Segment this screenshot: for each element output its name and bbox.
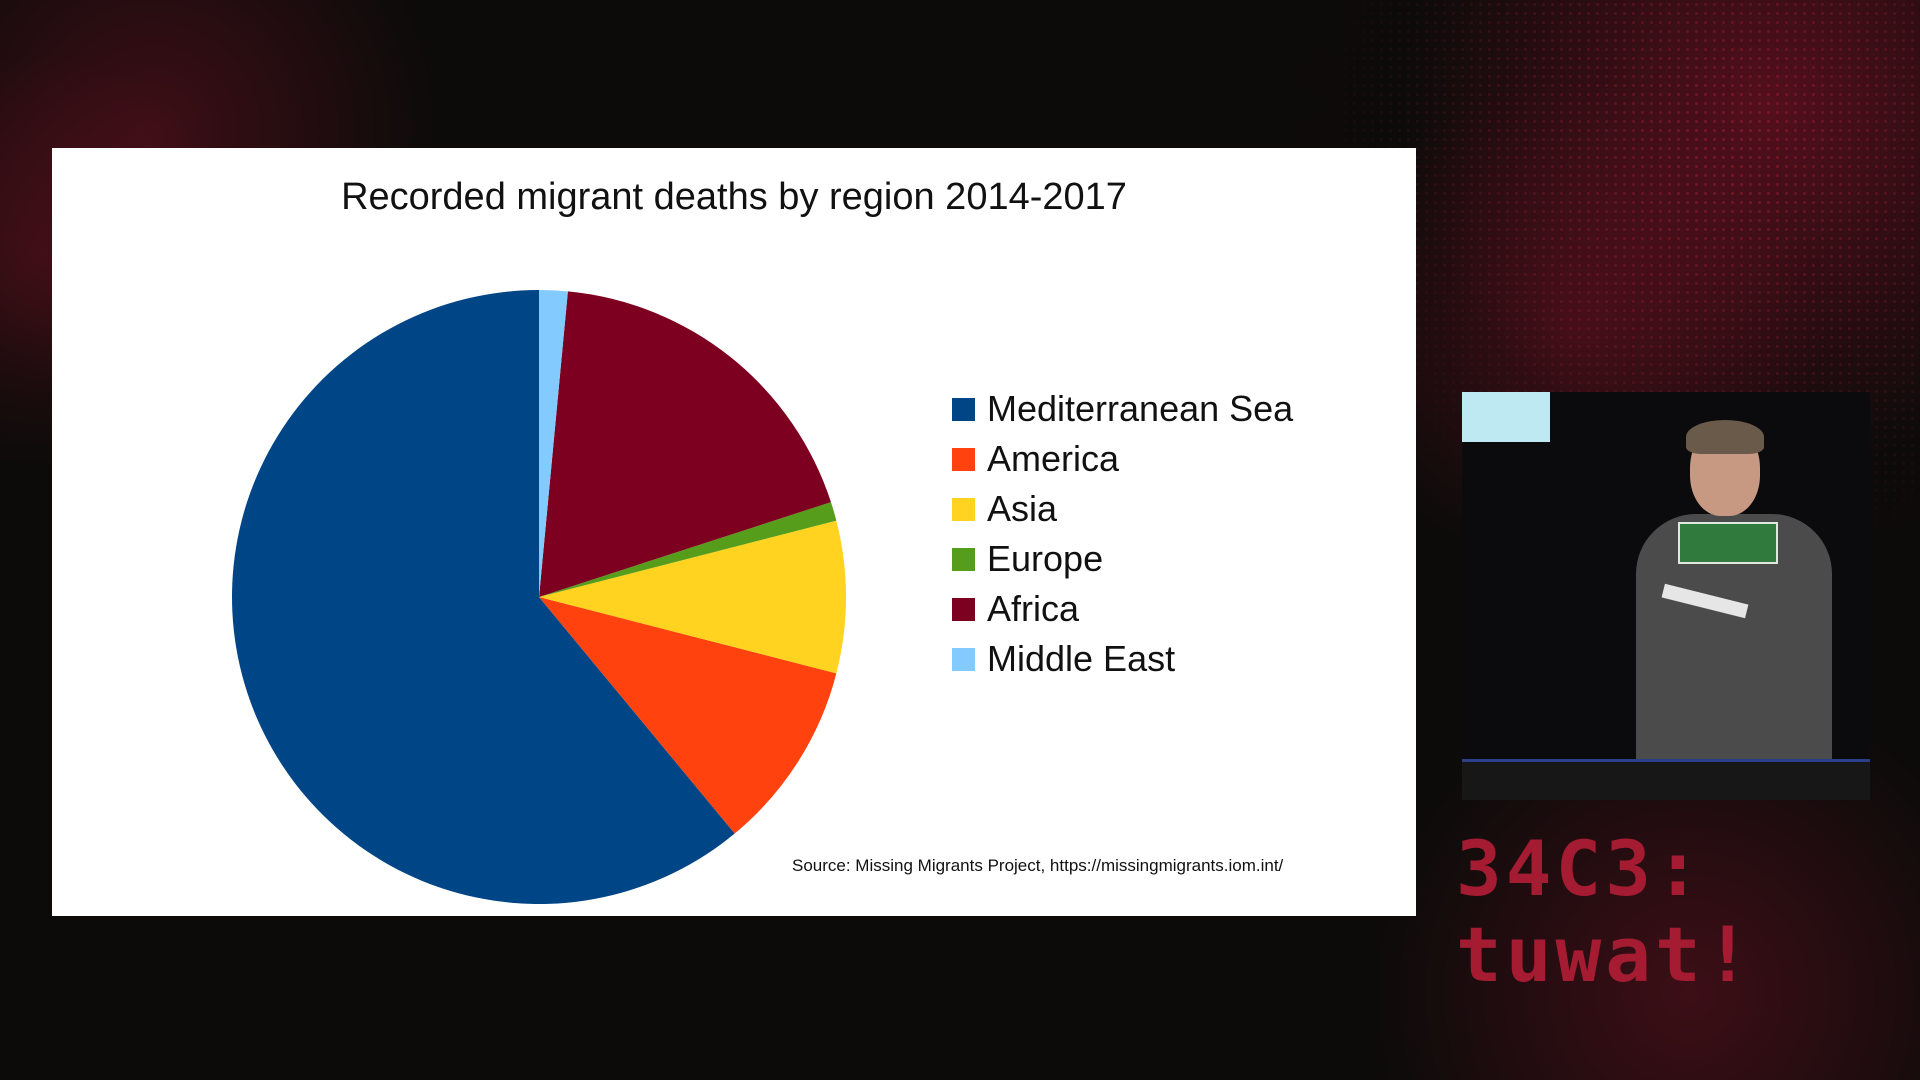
event-logo: 34C3: tuwat! (1456, 826, 1756, 1006)
legend-swatch (952, 497, 975, 521)
legend-swatch (952, 547, 975, 571)
presentation-slide: Recorded migrant deaths by region 2014-2… (52, 148, 1416, 916)
legend-item: Middle East (952, 634, 1293, 684)
legend-label: Mediterranean Sea (987, 388, 1294, 429)
speaker-hair (1686, 420, 1764, 454)
legend-label: Africa (987, 588, 1080, 629)
stage-rail (1462, 759, 1870, 762)
legend-label: Asia (987, 488, 1058, 529)
legend-item: Europe (952, 534, 1293, 584)
legend-swatch (952, 447, 975, 471)
pie-slice-africa (539, 291, 831, 597)
legend-label: America (987, 438, 1120, 479)
speaker-figure (1622, 420, 1842, 800)
pie-slice-mediterranean-sea (231, 290, 735, 905)
pie-slice-europe (539, 502, 837, 597)
legend-swatch (952, 647, 975, 671)
pie-slice-america (539, 597, 837, 834)
chart-legend: Mediterranean Sea America Asia Europe Africa… (952, 384, 1293, 684)
chart-title: Recorded migrant deaths by region 2014-2… (341, 176, 1127, 218)
stage-light (1462, 392, 1550, 442)
pie-chart (231, 290, 847, 905)
legend-item: Africa (952, 584, 1293, 634)
legend-item: Mediterranean Sea (952, 384, 1293, 434)
event-logo-line1: 34C3: (1456, 824, 1705, 913)
legend-label: Middle East (987, 638, 1176, 679)
legend-swatch (952, 397, 975, 421)
shirt-print (1678, 522, 1778, 564)
legend-label: Europe (987, 538, 1104, 579)
legend-item: America (952, 434, 1293, 484)
source-note: Source: Missing Migrants Project, https:… (792, 856, 1284, 875)
stage-floor (1462, 762, 1870, 800)
pie-slice-asia (539, 520, 847, 674)
event-logo-line2: tuwat! (1456, 910, 1755, 999)
legend-item: Asia (952, 484, 1293, 534)
speaker-video (1462, 392, 1870, 800)
legend-swatch (952, 597, 975, 621)
pie-slice-middle-east (539, 290, 568, 597)
